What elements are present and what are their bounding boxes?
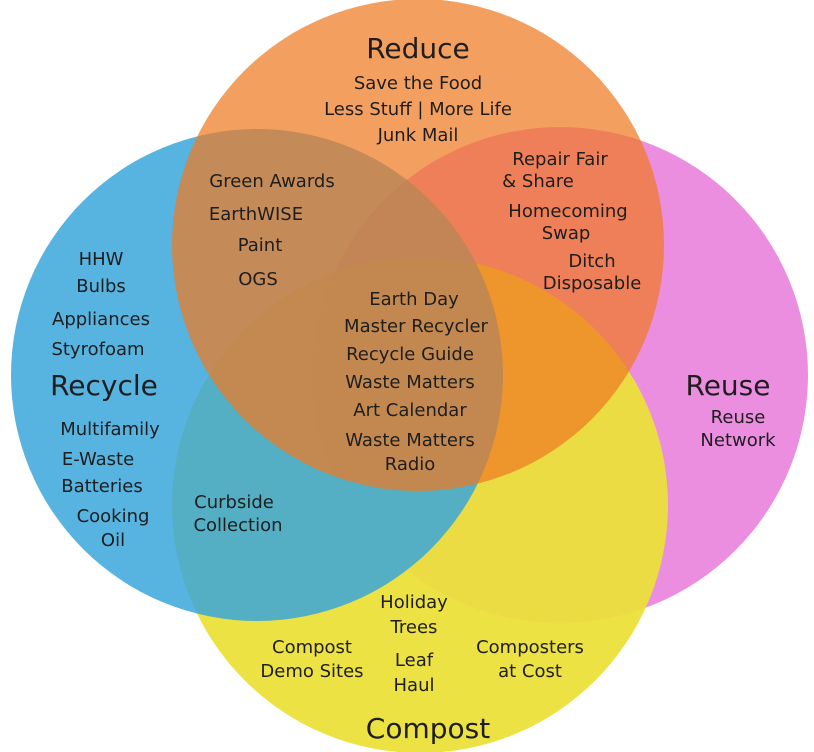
item: Recycle Guide: [346, 344, 474, 365]
item: Network: [700, 430, 776, 451]
item: Oil: [101, 530, 125, 551]
circle-title: Reuse: [686, 369, 771, 402]
item: EarthWISE: [209, 204, 303, 225]
item: Bulbs: [76, 276, 126, 297]
item: Composters: [476, 637, 584, 658]
item: at Cost: [498, 661, 562, 682]
item: Master Recycler: [344, 316, 488, 337]
item: & Share: [502, 171, 574, 192]
item: Collection: [193, 515, 282, 536]
item: Cooking: [77, 506, 150, 527]
item: Homecoming: [508, 201, 627, 222]
item: Disposable: [543, 273, 642, 294]
item: Swap: [542, 223, 591, 244]
item: Demo Sites: [260, 661, 363, 682]
item: Batteries: [61, 476, 142, 497]
item: Multifamily: [60, 419, 160, 440]
item: Leaf: [395, 650, 434, 671]
circle-title: Compost: [366, 712, 490, 745]
item: Green Awards: [209, 171, 334, 192]
item: Styrofoam: [51, 339, 144, 360]
item: E-Waste: [62, 449, 134, 470]
item: Junk Mail: [377, 125, 459, 146]
circle-title: Reduce: [366, 32, 470, 65]
item: Appliances: [52, 309, 150, 330]
item: Radio: [385, 454, 436, 475]
item: Save the Food: [354, 73, 482, 94]
item: Trees: [390, 617, 438, 638]
item: Waste Matters: [345, 430, 474, 451]
item: Art Calendar: [353, 400, 467, 421]
item: HHW: [79, 249, 124, 270]
item: Reuse: [711, 407, 766, 428]
circle-title: Recycle: [50, 369, 158, 402]
item: Waste Matters: [345, 372, 474, 393]
item: Holiday: [380, 592, 448, 613]
item: Earth Day: [369, 289, 459, 310]
item: Paint: [238, 235, 283, 256]
item: Ditch: [568, 251, 615, 272]
item: Haul: [394, 675, 435, 696]
item: Compost: [272, 637, 352, 658]
reduce-circle: [172, 0, 664, 491]
item: Curbside: [194, 492, 274, 513]
item: Repair Fair: [512, 149, 608, 170]
item: Less Stuff | More Life: [324, 99, 512, 120]
item: OGS: [238, 269, 278, 290]
